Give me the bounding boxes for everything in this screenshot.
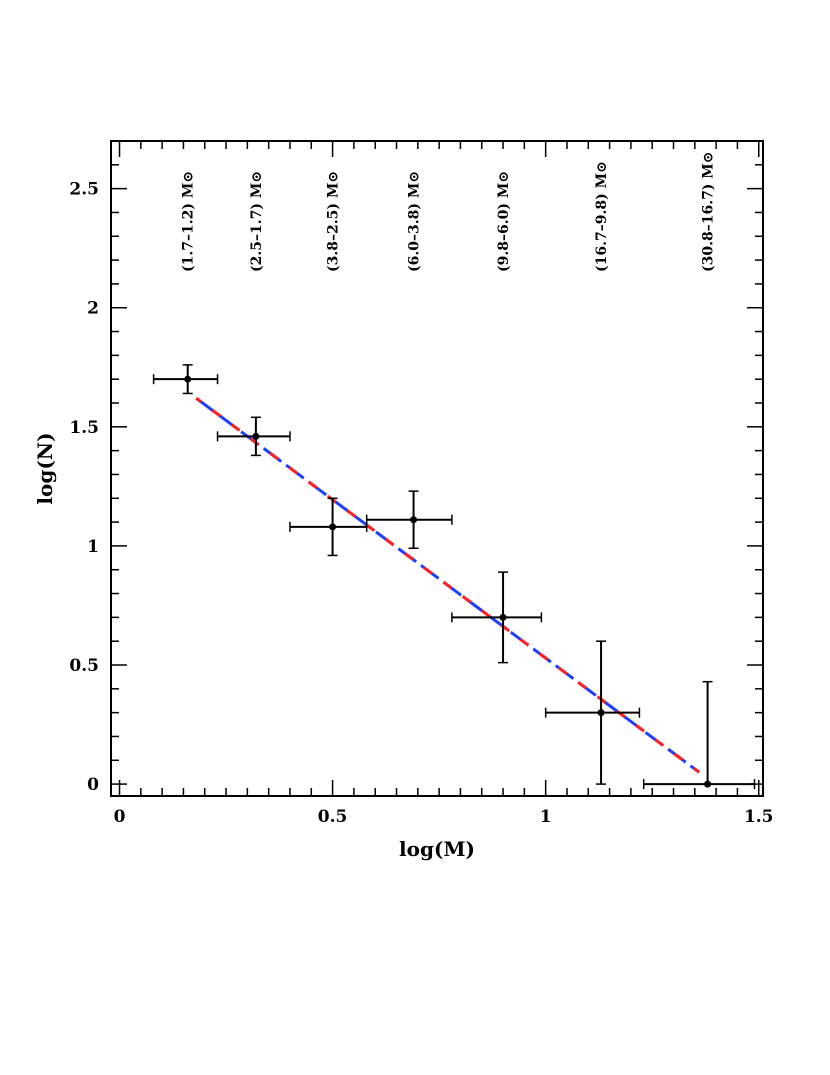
point-marker bbox=[329, 523, 337, 531]
y-tick-label: 0.5 bbox=[69, 656, 99, 676]
x-tick-labels: 0 0.5 1 1.5 bbox=[114, 807, 774, 827]
mass-bin-label: (16.7–9.8) M⊙ bbox=[594, 161, 610, 272]
y-tick-label: 0 bbox=[87, 775, 99, 795]
x-tick-label: 1 bbox=[540, 807, 552, 827]
axis-ticks bbox=[111, 140, 763, 796]
data-point bbox=[365, 490, 453, 550]
mass-bin-label: (2.5–1.7) M⊙ bbox=[249, 171, 265, 272]
y-axis-label: log(N) bbox=[33, 432, 57, 504]
point-marker bbox=[184, 375, 192, 383]
y-tick-label: 1.5 bbox=[69, 418, 99, 438]
mass-bin-label: (30.8–16.7) M⊙ bbox=[701, 151, 717, 272]
point-marker bbox=[597, 709, 605, 717]
x-axis-label: log(M) bbox=[399, 837, 475, 861]
y-tick-label: 2.5 bbox=[69, 180, 99, 200]
point-marker bbox=[499, 613, 507, 621]
y-tick-label: 2 bbox=[87, 299, 99, 319]
data-points bbox=[152, 364, 756, 790]
point-marker bbox=[704, 780, 712, 788]
data-point bbox=[544, 640, 641, 785]
plot-frame bbox=[110, 140, 764, 797]
mass-bin-label: (3.8–2.5) M⊙ bbox=[326, 171, 342, 272]
point-marker bbox=[410, 516, 418, 524]
mass-bin-label: (9.8–6.0) M⊙ bbox=[496, 171, 512, 272]
x-tick-label: 1.5 bbox=[744, 807, 774, 827]
mass-bin-label: (6.0–3.8) M⊙ bbox=[407, 171, 423, 272]
data-point bbox=[152, 364, 219, 395]
y-tick-labels: 0 0.5 1 1.5 2 2.5 bbox=[69, 180, 99, 795]
x-tick-label: 0.5 bbox=[318, 807, 348, 827]
x-tick-label: 0 bbox=[114, 807, 126, 827]
fit-line bbox=[195, 397, 700, 774]
y-tick-label: 1 bbox=[87, 537, 99, 557]
data-point bbox=[642, 680, 756, 790]
mass-bin-labels: (1.7–1.2) M⊙ (2.5–1.7) M⊙ (3.8–2.5) M⊙ (6.0… bbox=[181, 151, 717, 272]
point-marker bbox=[252, 432, 260, 440]
mass-bin-label: (1.7–1.2) M⊙ bbox=[181, 171, 197, 272]
data-point bbox=[289, 497, 368, 557]
data-point bbox=[216, 416, 291, 457]
data-point bbox=[451, 571, 543, 664]
fit-lines bbox=[195, 397, 700, 774]
